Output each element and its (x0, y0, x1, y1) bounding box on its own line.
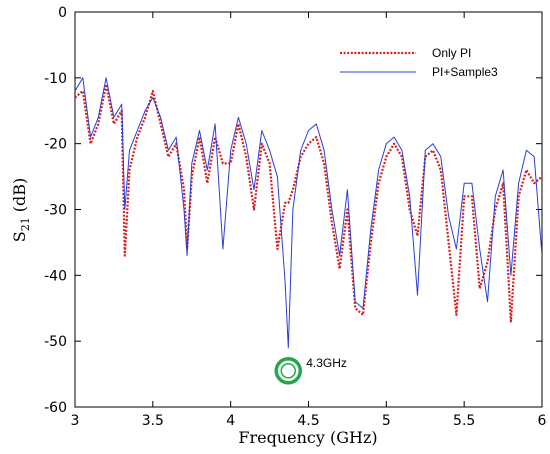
annotation-4-3ghz: 4.3GHz (274, 356, 347, 385)
x-tick-label: 5.5 (453, 413, 475, 429)
y-tick-label: -30 (44, 203, 67, 219)
y-tick-label: -40 (44, 268, 67, 284)
legend-label-pi-sample3: PI+Sample3 (432, 65, 498, 79)
y-axis-title: S21 (dB) (10, 178, 32, 243)
y-tick-label: 0 (58, 5, 67, 21)
y-tick-label: -60 (44, 400, 67, 416)
y-axis-title-unit: (dB) (10, 178, 29, 218)
x-axis: 3 3.5 4 4.5 5 5.5 6 (71, 12, 547, 429)
x-tick-label: 3 (71, 413, 80, 429)
series-line-pi-sample3 (75, 77, 542, 349)
x-tick-label: 4 (226, 413, 235, 429)
x-axis-title: Frequency (GHz) (238, 428, 377, 447)
x-tick-label: 4.5 (297, 413, 319, 429)
series-line-only-pi (75, 83, 542, 323)
legend-label-only-pi: Only PI (432, 46, 471, 60)
y-tick-label: -20 (44, 137, 67, 153)
y-axis-title-sub: 21 (19, 217, 32, 231)
legend: Only PI PI+Sample3 (340, 46, 498, 79)
x-tick-label: 5 (382, 413, 391, 429)
x-tick-label: 3.5 (142, 413, 164, 429)
y-axis-title-main: S (10, 231, 29, 242)
y-tick-label: -50 (44, 334, 67, 350)
y-tick-label: -10 (44, 71, 67, 87)
y-axis: 0 -10 -20 -30 -40 -50 -60 (44, 5, 542, 416)
annotation-label: 4.3GHz (306, 356, 347, 370)
series-layer (75, 77, 542, 349)
annotation-circle-outer (274, 357, 303, 385)
x-tick-label: 6 (538, 413, 547, 429)
annotation-circle-inner (280, 363, 297, 379)
